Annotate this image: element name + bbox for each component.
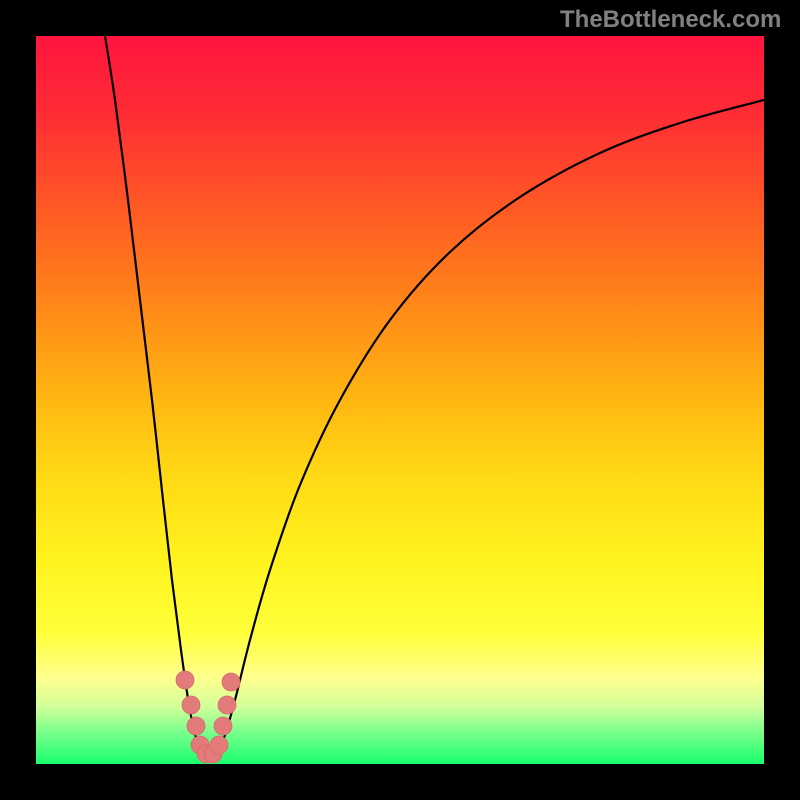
data-marker	[182, 696, 200, 714]
data-marker	[222, 673, 240, 691]
data-marker	[218, 696, 236, 714]
data-marker	[176, 671, 194, 689]
data-marker	[214, 717, 232, 735]
data-marker	[210, 736, 228, 754]
bottleneck-curve	[105, 36, 764, 757]
data-marker	[187, 717, 205, 735]
chart-svg	[0, 0, 800, 800]
